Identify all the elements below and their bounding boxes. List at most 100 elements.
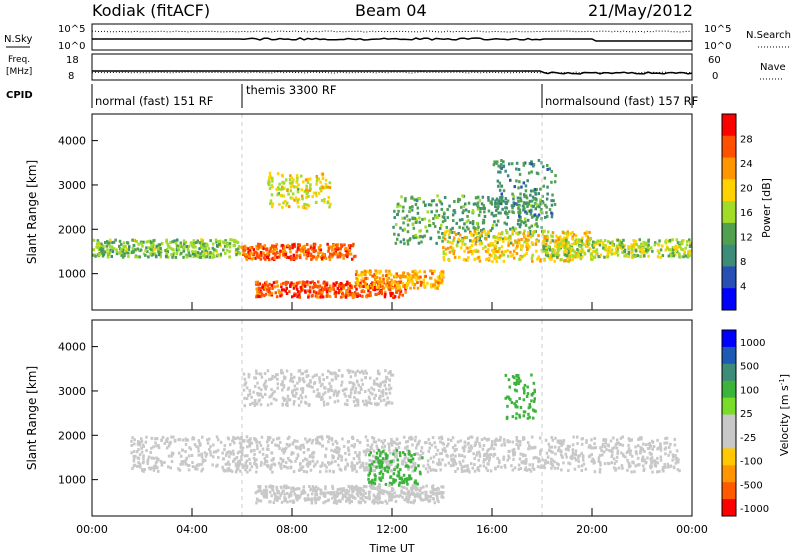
- heatmap-cell-0: [181, 448, 184, 452]
- heatmap-cell-5: [526, 205, 529, 208]
- heatmap-cell-0: [250, 465, 254, 469]
- heatmap-cell-0: [118, 251, 122, 255]
- heatmap-cell-5: [502, 199, 505, 203]
- heatmap-cell-4: [285, 203, 288, 207]
- heatmap-cell-4: [305, 195, 308, 199]
- heatmap-cell-0: [629, 452, 632, 456]
- heatmap-cell-0: [101, 247, 105, 251]
- heatmap-cell-5: [401, 228, 405, 232]
- heatmap-cell-6: [494, 250, 498, 254]
- heatmap-cell-4: [257, 485, 260, 488]
- heatmap-cell-3: [373, 272, 376, 276]
- heatmap-cell-0: [156, 466, 159, 470]
- heatmap-cell-4: [271, 205, 274, 209]
- heatmap-cell-3: [340, 383, 343, 387]
- heatmap-cell-0: [211, 246, 215, 250]
- heatmap-cell-1: [268, 249, 272, 253]
- heatmap-cell-0: [498, 461, 501, 465]
- heatmap-cell-0: [296, 454, 300, 458]
- heatmap-cell-6: [572, 233, 576, 237]
- heatmap-cell-1: [378, 454, 382, 458]
- heatmap-cell-0: [235, 253, 238, 257]
- heatmap-cell-3: [406, 283, 410, 287]
- heatmap-cell-0: [434, 445, 437, 449]
- heatmap-cell-0: [224, 453, 228, 457]
- heatmap-cell-4: [275, 485, 278, 489]
- heatmap-cell-0: [357, 454, 360, 458]
- heatmap-cell-1: [315, 255, 319, 259]
- heatmap-cell-0: [203, 253, 206, 257]
- heatmap-cell-0: [156, 459, 159, 463]
- heatmap-cell-0: [656, 470, 659, 474]
- heatmap-cell-0: [627, 437, 631, 441]
- heatmap-cell-4: [410, 487, 413, 491]
- heatmap-cell-7: [661, 244, 664, 248]
- heatmap-cell-6: [485, 258, 488, 262]
- heatmap-cell-3: [340, 380, 344, 384]
- heatmap-cell-5: [462, 205, 466, 208]
- heatmap-cell-3: [248, 389, 252, 393]
- heatmap-cell-4: [441, 485, 445, 489]
- heatmap-cell-3: [351, 370, 354, 374]
- heatmap-cell-0: [165, 252, 168, 256]
- heatmap-cell-0: [122, 244, 126, 248]
- heatmap-cell-0: [562, 461, 565, 465]
- heatmap-cell-5: [406, 218, 410, 222]
- heatmap-cell-0: [478, 442, 481, 446]
- heatmap-cell-6: [574, 251, 578, 255]
- heatmap-cell-2: [292, 286, 296, 290]
- heatmap-cell-3: [354, 281, 358, 285]
- heatmap-cell-0: [215, 240, 218, 244]
- heatmap-cell-0: [315, 441, 318, 445]
- heatmap-cell-2: [530, 373, 533, 377]
- heatmap-cell-6: [510, 254, 513, 258]
- heatmap-cell-3: [353, 391, 357, 395]
- heatmap-cell-0: [196, 251, 200, 254]
- heatmap-cell-0: [337, 463, 340, 467]
- heatmap-cell-0: [344, 467, 347, 471]
- heatmap-cell-2: [263, 286, 267, 290]
- heatmap-cell-0: [498, 459, 501, 463]
- heatmap-cell-5: [489, 201, 492, 205]
- heatmap-cell-5: [467, 201, 471, 205]
- heatmap-cell-0: [674, 457, 677, 461]
- heatmap-cell-3: [401, 274, 404, 278]
- heatmap-cell-0: [263, 462, 266, 466]
- heatmap-cell-3: [377, 286, 381, 290]
- heatmap-cell-3: [388, 391, 392, 395]
- heatmap-cell-7: [624, 254, 627, 258]
- cpid-mode-normal: normal (fast) 151 RF: [95, 94, 213, 108]
- heatmap-cell-0: [178, 468, 182, 472]
- heatmap-cell-0: [150, 456, 153, 460]
- heatmap-cell-4: [308, 485, 311, 488]
- heatmap-cell-0: [199, 252, 202, 256]
- heatmap-cell-0: [306, 464, 310, 468]
- heatmap-cell-0: [97, 245, 100, 249]
- heatmap-cell-3: [243, 396, 246, 400]
- velocity-heatmap: [130, 368, 681, 505]
- heatmap-cell-2: [322, 281, 325, 285]
- heatmap-cell-5: [475, 221, 479, 225]
- heatmap-cell-0: [231, 439, 235, 443]
- heatmap-cell-5: [429, 203, 433, 207]
- heatmap-cell-0: [432, 460, 435, 464]
- heatmap-cell-3: [351, 387, 354, 391]
- heatmap-cell-0: [184, 240, 187, 244]
- heatmap-cell-0: [616, 449, 620, 453]
- heatmap-cell-3: [424, 274, 427, 278]
- heatmap-cell-4: [394, 500, 398, 503]
- heatmap-cell-4: [323, 492, 327, 496]
- heatmap-cell-3: [313, 374, 317, 378]
- heatmap-cell-4: [390, 495, 393, 499]
- heatmap-cell-3: [259, 372, 263, 376]
- heatmap-cell-0: [395, 451, 398, 454]
- power-colorbar-tick: 20: [740, 184, 753, 195]
- heatmap-cell-0: [165, 446, 169, 450]
- heatmap-cell-0: [376, 447, 379, 451]
- heatmap-cell-6: [442, 255, 446, 259]
- heatmap-cell-5: [443, 212, 446, 216]
- heatmap-cell-0: [238, 462, 242, 465]
- heatmap-cell-7: [542, 247, 545, 251]
- heatmap-cell-0: [152, 239, 155, 243]
- heatmap-cell-0: [648, 451, 652, 455]
